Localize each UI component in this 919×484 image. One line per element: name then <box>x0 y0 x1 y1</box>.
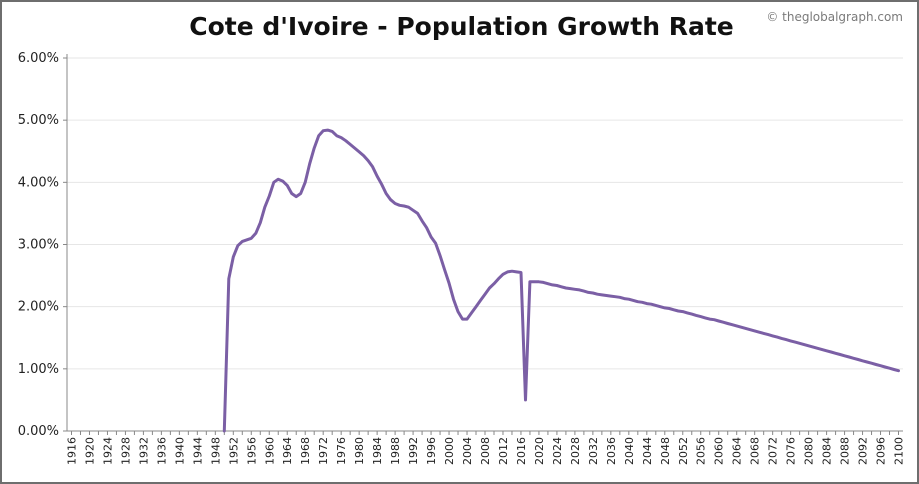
x-tick-label: 1932 <box>137 437 150 465</box>
x-tick-label: 1916 <box>65 437 78 465</box>
x-tick-label: 1952 <box>227 437 240 465</box>
x-tick-label: 1980 <box>353 437 366 465</box>
x-tick-label: 2044 <box>641 437 654 465</box>
y-tick-label: 3.00% <box>18 238 59 253</box>
x-tick-label: 2040 <box>623 437 636 465</box>
x-tick-label: 1948 <box>209 437 222 465</box>
x-tick-label: 2072 <box>767 437 780 465</box>
x-tick-label: 2080 <box>803 437 816 465</box>
x-tick-label: 1972 <box>317 437 330 465</box>
x-tick-label: 1920 <box>83 437 96 465</box>
x-tick-label: 1996 <box>425 437 438 465</box>
x-tick-label: 2024 <box>551 437 564 465</box>
y-tick-label: 1.00% <box>18 362 59 377</box>
y-tick-label: 2.00% <box>18 300 59 315</box>
x-tick-label: 2032 <box>587 437 600 465</box>
axes <box>66 54 903 432</box>
credit-text: © theglobalgraph.com <box>766 10 903 24</box>
x-tick-label: 1992 <box>407 437 420 465</box>
x-tick-label: 2000 <box>443 437 456 465</box>
y-tick-label: 4.00% <box>18 175 59 190</box>
x-tick-label: 1936 <box>155 437 168 465</box>
x-tick-label: 2028 <box>569 437 582 465</box>
chart-title: Cote d'Ivoire - Population Growth Rate <box>189 12 734 41</box>
x-tick-label: 1964 <box>281 437 294 465</box>
x-tick-label: 2076 <box>785 437 798 465</box>
series-line <box>222 128 900 433</box>
plot-area <box>222 128 900 433</box>
x-axis-ticks: 1916 1920 1924 1928 1932 1936 1940 1944 1948 1952… <box>65 431 906 465</box>
gridlines <box>67 57 903 370</box>
x-tick-label: 1928 <box>119 437 132 465</box>
x-tick-label: 1924 <box>101 437 114 465</box>
x-tick-label: 2020 <box>533 437 546 465</box>
x-tick-label: 1984 <box>371 437 384 465</box>
x-tick-label: 2068 <box>749 437 762 465</box>
y-axis-ticks: 0.00% 1.00% 2.00% 3.00% 4.00% 5.00% 6.00% <box>18 51 67 439</box>
x-tick-label: 2092 <box>857 437 870 465</box>
x-tick-label: 2088 <box>839 437 852 465</box>
x-tick-label: 2052 <box>677 437 690 465</box>
x-tick-label: 2064 <box>731 437 744 465</box>
x-tick-label: 2008 <box>479 437 492 465</box>
x-tick-label: 2004 <box>461 437 474 465</box>
x-tick-label: 2096 <box>875 437 888 465</box>
x-tick-label: 2056 <box>695 437 708 465</box>
x-tick-label: 2036 <box>605 437 618 465</box>
y-tick-label: 5.00% <box>18 113 59 128</box>
x-tick-label: 1988 <box>389 437 402 465</box>
x-tick-label: 2100 <box>893 437 906 465</box>
x-tick-label: 2084 <box>821 437 834 465</box>
x-tick-label: 1976 <box>335 437 348 465</box>
x-tick-label: 1940 <box>173 437 186 465</box>
x-tick-label: 1956 <box>245 437 258 465</box>
x-tick-label: 2060 <box>713 437 726 465</box>
x-tick-label: 2048 <box>659 437 672 465</box>
x-tick-label: 2012 <box>497 437 510 465</box>
x-tick-label: 1944 <box>191 437 204 465</box>
x-tick-label: 2016 <box>515 437 528 465</box>
x-tick-label: 1960 <box>263 437 276 465</box>
x-tick-label: 1968 <box>299 437 312 465</box>
y-tick-label: 6.00% <box>18 51 59 66</box>
y-tick-label: 0.00% <box>18 424 59 439</box>
